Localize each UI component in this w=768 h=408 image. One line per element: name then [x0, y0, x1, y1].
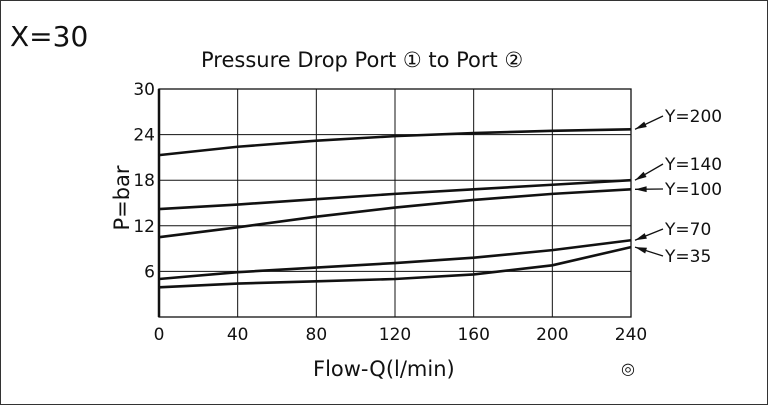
arrow-head [635, 122, 647, 130]
arrow-head [635, 172, 647, 180]
x-axis-label: Flow-Q(l/min) [313, 357, 455, 381]
x-tick-labels: 0 40 80 120 160 200 240 [154, 325, 648, 345]
arrow-head [635, 247, 647, 253]
series-label: Y=35 [664, 247, 711, 267]
x-tick-label: 0 [154, 325, 165, 345]
target-symbol-icon: ◎ [621, 359, 635, 378]
panel-label: X=30 [10, 20, 88, 53]
x-tick-label: 200 [536, 325, 568, 345]
x-tick-label: 160 [457, 325, 489, 345]
x-tick-label: 120 [379, 325, 411, 345]
y-tick-label: 12 [133, 217, 155, 237]
x-tick-label: 240 [615, 325, 647, 345]
y-tick-label: 24 [133, 126, 155, 146]
arrow-head [635, 233, 647, 240]
x-tick-label: 80 [306, 325, 328, 345]
y-tick-label: 6 [144, 262, 155, 282]
series-label: Y=100 [664, 180, 722, 200]
y-tick-label: 30 [133, 80, 155, 100]
x-tick-label: 40 [227, 325, 249, 345]
chart-title: Pressure Drop Port ① to Port ② [201, 48, 523, 72]
y-tick-label: 18 [133, 171, 155, 191]
arrow-head [635, 186, 647, 192]
series-label: Y=70 [664, 220, 711, 240]
series-label: Y=140 [664, 155, 722, 175]
y-axis-label: P=bar [110, 165, 134, 230]
series-labels: Y=200 Y=140 Y=100 Y=70 Y=35 [635, 107, 722, 267]
y-tick-labels: 6 12 18 24 30 [133, 80, 155, 282]
series-label: Y=200 [664, 107, 722, 127]
